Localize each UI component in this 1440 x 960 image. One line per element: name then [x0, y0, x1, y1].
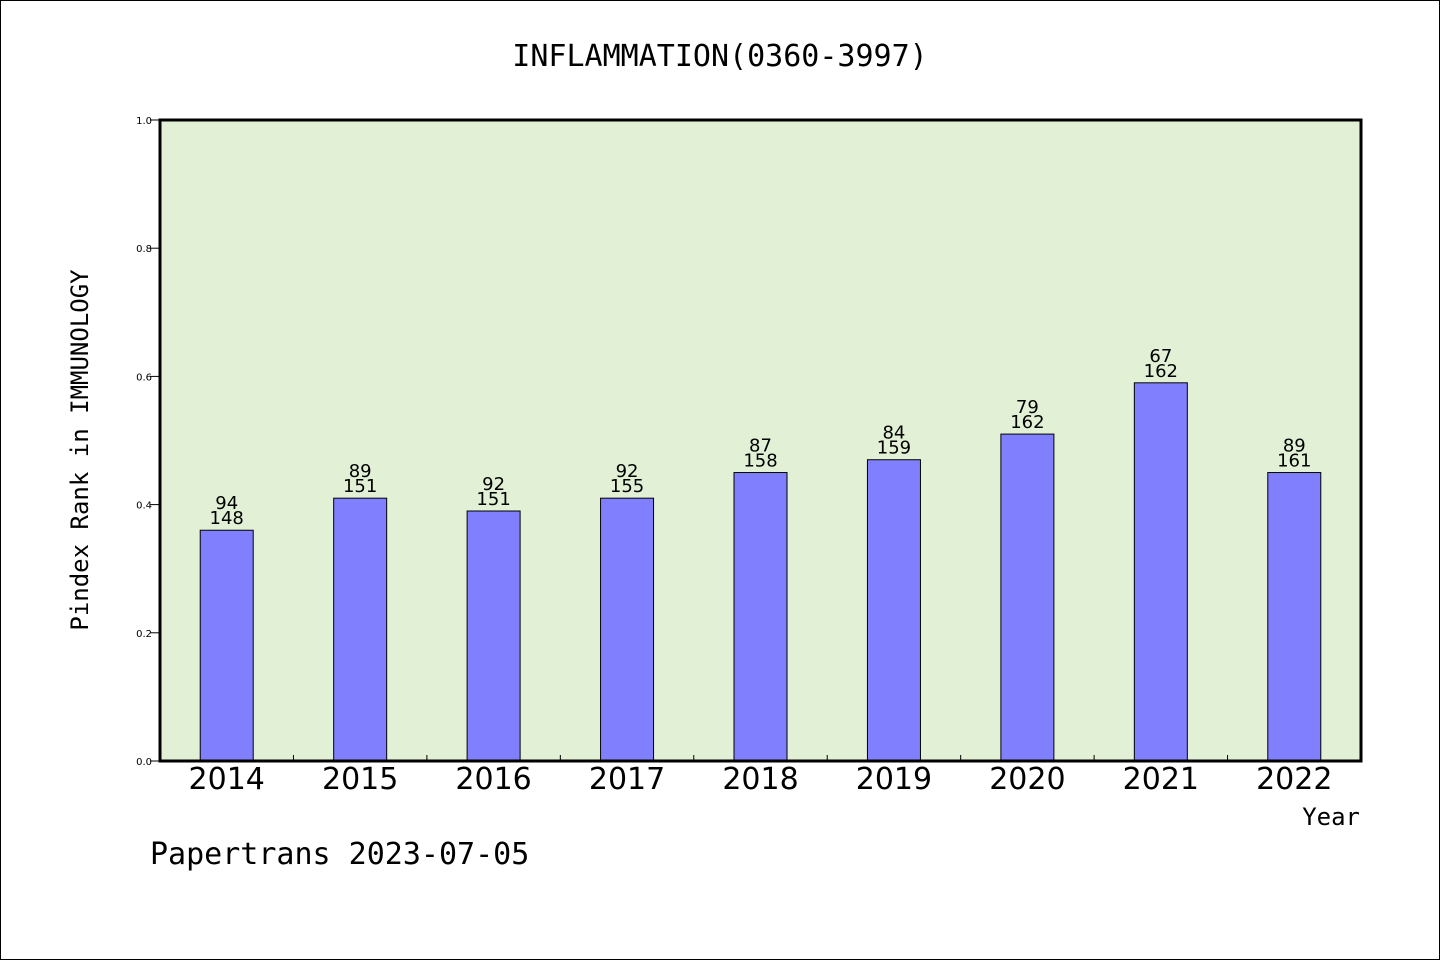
x-tick-label: 2019 — [856, 762, 932, 797]
bar-label-top: 89 — [349, 461, 372, 482]
bar-label-bottom: 159 — [877, 438, 911, 459]
bar — [466, 510, 521, 762]
bar — [1267, 472, 1322, 762]
bar-label-bottom: 162 — [1010, 412, 1044, 433]
x-tick-label: 2022 — [1256, 762, 1332, 797]
bar-label-top: 84 — [882, 423, 905, 444]
x-axis-label: Year — [1302, 803, 1360, 831]
bar — [866, 459, 921, 762]
bar-label-top: 87 — [749, 436, 772, 457]
bars — [199, 382, 1322, 762]
y-axis: 0.0 0.2 0.4 0.6 0.8 1.0 — [136, 116, 160, 768]
bar-label-top: 67 — [1149, 346, 1172, 367]
chart-title: INFLAMMATION(0360-3997) — [512, 39, 927, 74]
bar-label-top: 92 — [482, 474, 505, 495]
y-tick-label: 1.0 — [136, 116, 152, 127]
bar-label-bottom: 161 — [1277, 451, 1311, 472]
bar — [333, 497, 388, 762]
x-tick-label: 2016 — [455, 762, 531, 797]
bar — [199, 529, 254, 762]
y-tick-label: 0.4 — [136, 501, 152, 512]
bar-label-bottom: 162 — [1144, 361, 1178, 382]
y-axis-label: Pindex Rank in IMMUNOLOGY — [66, 269, 94, 631]
y-tick-label: 0.2 — [136, 629, 152, 640]
footer-text: Papertrans 2023-07-05 — [150, 837, 529, 872]
bar-label-bottom: 158 — [743, 451, 777, 472]
y-tick-label: 0.8 — [136, 244, 152, 255]
bar — [1133, 382, 1188, 762]
bar — [1000, 433, 1055, 762]
bar-label-bottom: 151 — [343, 476, 377, 497]
bar-label-bottom: 151 — [476, 489, 510, 510]
x-axis: 2014 2015 2016 2017 2018 2019 2020 2021 2022 — [189, 755, 1332, 797]
x-tick-label: 2014 — [189, 762, 265, 797]
y-tick-label: 0.6 — [136, 372, 152, 383]
x-tick-label: 2018 — [722, 762, 798, 797]
y-tick-label: 0.0 — [136, 757, 152, 768]
bar — [733, 472, 788, 762]
bar-label-bottom: 155 — [610, 476, 644, 497]
bar-label-top: 79 — [1016, 397, 1039, 418]
x-tick-label: 2021 — [1123, 762, 1199, 797]
x-tick-label: 2017 — [589, 762, 665, 797]
plot-border — [158, 118, 1363, 763]
bar-label-top: 94 — [215, 493, 238, 514]
bar-label-bottom: 148 — [210, 508, 244, 529]
bar-label-top: 89 — [1283, 436, 1306, 457]
bar-label-top: 92 — [616, 461, 639, 482]
x-tick-label: 2020 — [989, 762, 1065, 797]
bar — [600, 497, 655, 762]
x-tick-label: 2015 — [322, 762, 398, 797]
